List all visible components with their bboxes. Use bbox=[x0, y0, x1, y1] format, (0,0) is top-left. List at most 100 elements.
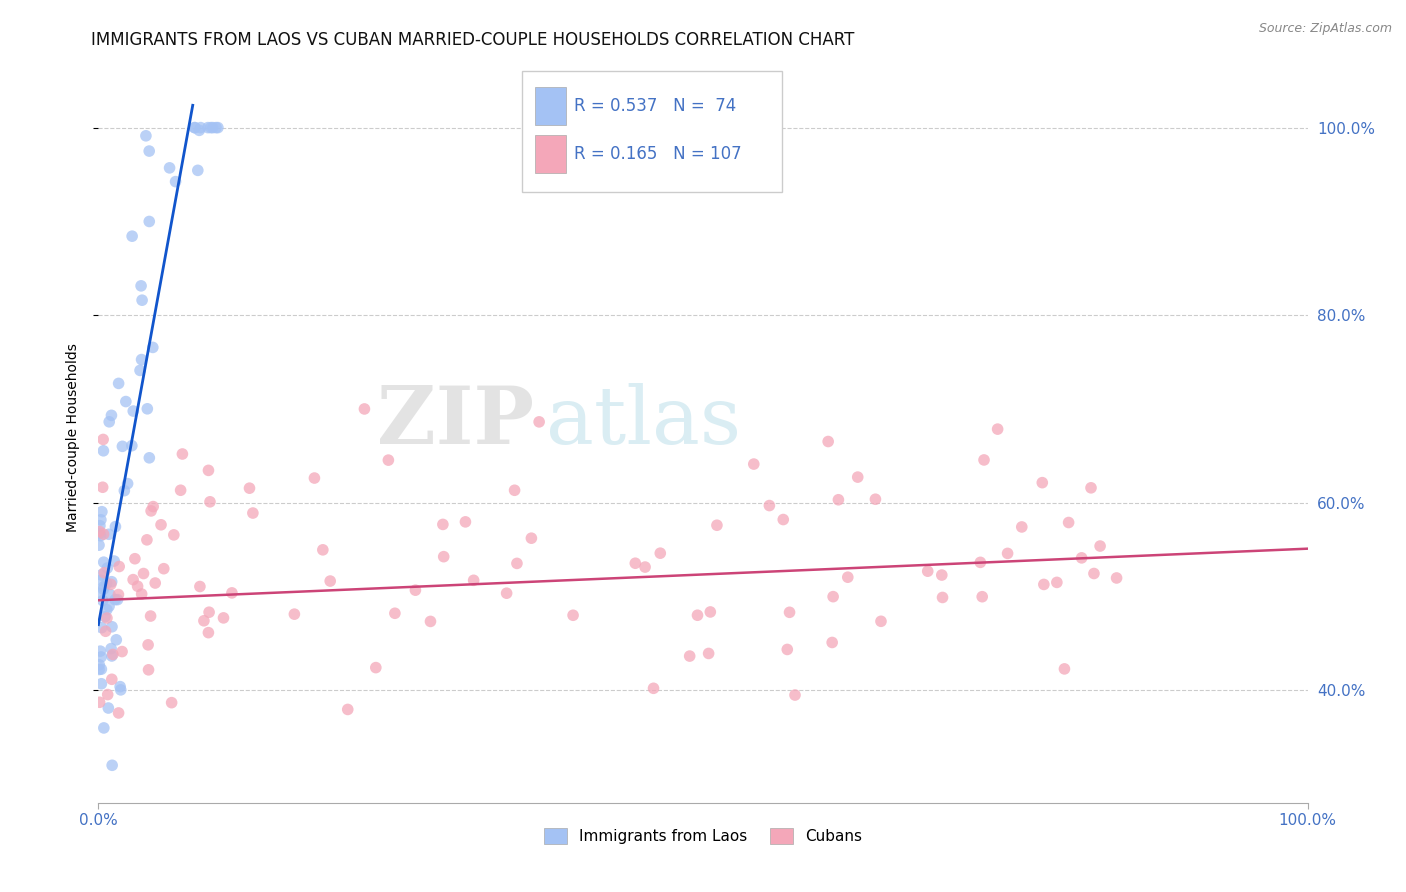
Text: atlas: atlas bbox=[546, 384, 741, 461]
Point bbox=[101, 648, 124, 662]
Point bbox=[827, 492, 849, 507]
Point bbox=[997, 546, 1019, 560]
Point bbox=[931, 591, 953, 605]
Point bbox=[1105, 571, 1128, 585]
Point bbox=[200, 120, 222, 135]
Point bbox=[160, 696, 183, 710]
Point bbox=[131, 587, 153, 601]
Point bbox=[117, 476, 139, 491]
Point bbox=[101, 673, 124, 687]
Point bbox=[1032, 577, 1054, 591]
Point bbox=[212, 611, 235, 625]
Text: Source: ZipAtlas.com: Source: ZipAtlas.com bbox=[1258, 22, 1392, 36]
Point bbox=[89, 695, 111, 709]
Text: ZIP: ZIP bbox=[377, 384, 534, 461]
Point bbox=[969, 555, 991, 569]
Point bbox=[283, 607, 305, 622]
Point bbox=[90, 677, 112, 691]
Point bbox=[931, 568, 953, 582]
Point bbox=[837, 570, 859, 584]
Point bbox=[312, 542, 335, 557]
Point bbox=[384, 607, 406, 621]
Y-axis label: Married-couple Households: Married-couple Households bbox=[66, 343, 80, 532]
Point bbox=[98, 599, 121, 614]
Point bbox=[93, 580, 115, 594]
Point bbox=[520, 531, 543, 545]
Point bbox=[90, 649, 112, 664]
Point bbox=[817, 434, 839, 449]
Point bbox=[1088, 539, 1111, 553]
Point bbox=[100, 641, 122, 656]
Point bbox=[89, 644, 111, 658]
Point bbox=[89, 526, 111, 541]
Point bbox=[159, 161, 181, 175]
Point bbox=[783, 688, 806, 702]
Point bbox=[187, 163, 209, 178]
Point bbox=[1070, 550, 1092, 565]
Point bbox=[197, 120, 219, 135]
Point bbox=[142, 340, 165, 354]
Point bbox=[90, 568, 112, 582]
Point bbox=[135, 128, 157, 143]
Point bbox=[463, 574, 485, 588]
Point bbox=[121, 229, 143, 244]
Point bbox=[93, 582, 115, 597]
Point bbox=[650, 546, 672, 560]
Point bbox=[679, 649, 702, 664]
Point bbox=[172, 447, 194, 461]
Point bbox=[364, 660, 387, 674]
Point bbox=[377, 453, 399, 467]
Point bbox=[987, 422, 1010, 436]
Point bbox=[90, 529, 112, 543]
Point bbox=[865, 492, 887, 507]
Point bbox=[98, 415, 121, 429]
Text: R = 0.537   N =  74: R = 0.537 N = 74 bbox=[574, 96, 735, 115]
Point bbox=[100, 574, 122, 589]
Point bbox=[93, 721, 115, 735]
Point bbox=[105, 632, 128, 647]
Point bbox=[108, 559, 131, 574]
Point bbox=[142, 500, 165, 514]
Point bbox=[336, 702, 359, 716]
Point bbox=[973, 453, 995, 467]
Point bbox=[699, 605, 721, 619]
Point bbox=[404, 583, 426, 598]
Point bbox=[97, 527, 120, 541]
Point bbox=[150, 517, 173, 532]
Point bbox=[643, 681, 665, 696]
Point bbox=[110, 682, 132, 697]
Point bbox=[1031, 475, 1053, 490]
Point bbox=[1080, 481, 1102, 495]
Point bbox=[242, 506, 264, 520]
Point bbox=[1011, 520, 1033, 534]
Point bbox=[136, 638, 159, 652]
Point bbox=[131, 352, 153, 367]
Point bbox=[100, 577, 122, 591]
Point bbox=[122, 404, 145, 418]
Point bbox=[197, 463, 219, 477]
Point bbox=[91, 433, 114, 447]
Point bbox=[97, 701, 120, 715]
Point bbox=[742, 457, 765, 471]
Point bbox=[138, 450, 160, 465]
Point bbox=[304, 471, 326, 485]
Point bbox=[197, 625, 219, 640]
Point bbox=[129, 278, 152, 293]
Point bbox=[138, 214, 160, 228]
Point bbox=[972, 590, 994, 604]
Point bbox=[184, 120, 207, 135]
Point bbox=[87, 538, 110, 552]
Point bbox=[870, 615, 893, 629]
Point bbox=[132, 566, 155, 581]
Point bbox=[454, 515, 477, 529]
Point bbox=[138, 144, 160, 158]
Point bbox=[89, 524, 111, 539]
Point bbox=[152, 562, 174, 576]
Point bbox=[846, 470, 869, 484]
Point bbox=[506, 557, 529, 571]
Point bbox=[104, 519, 127, 533]
Point bbox=[91, 593, 114, 607]
Point bbox=[90, 621, 112, 635]
Point bbox=[103, 554, 125, 568]
Point bbox=[201, 120, 224, 135]
